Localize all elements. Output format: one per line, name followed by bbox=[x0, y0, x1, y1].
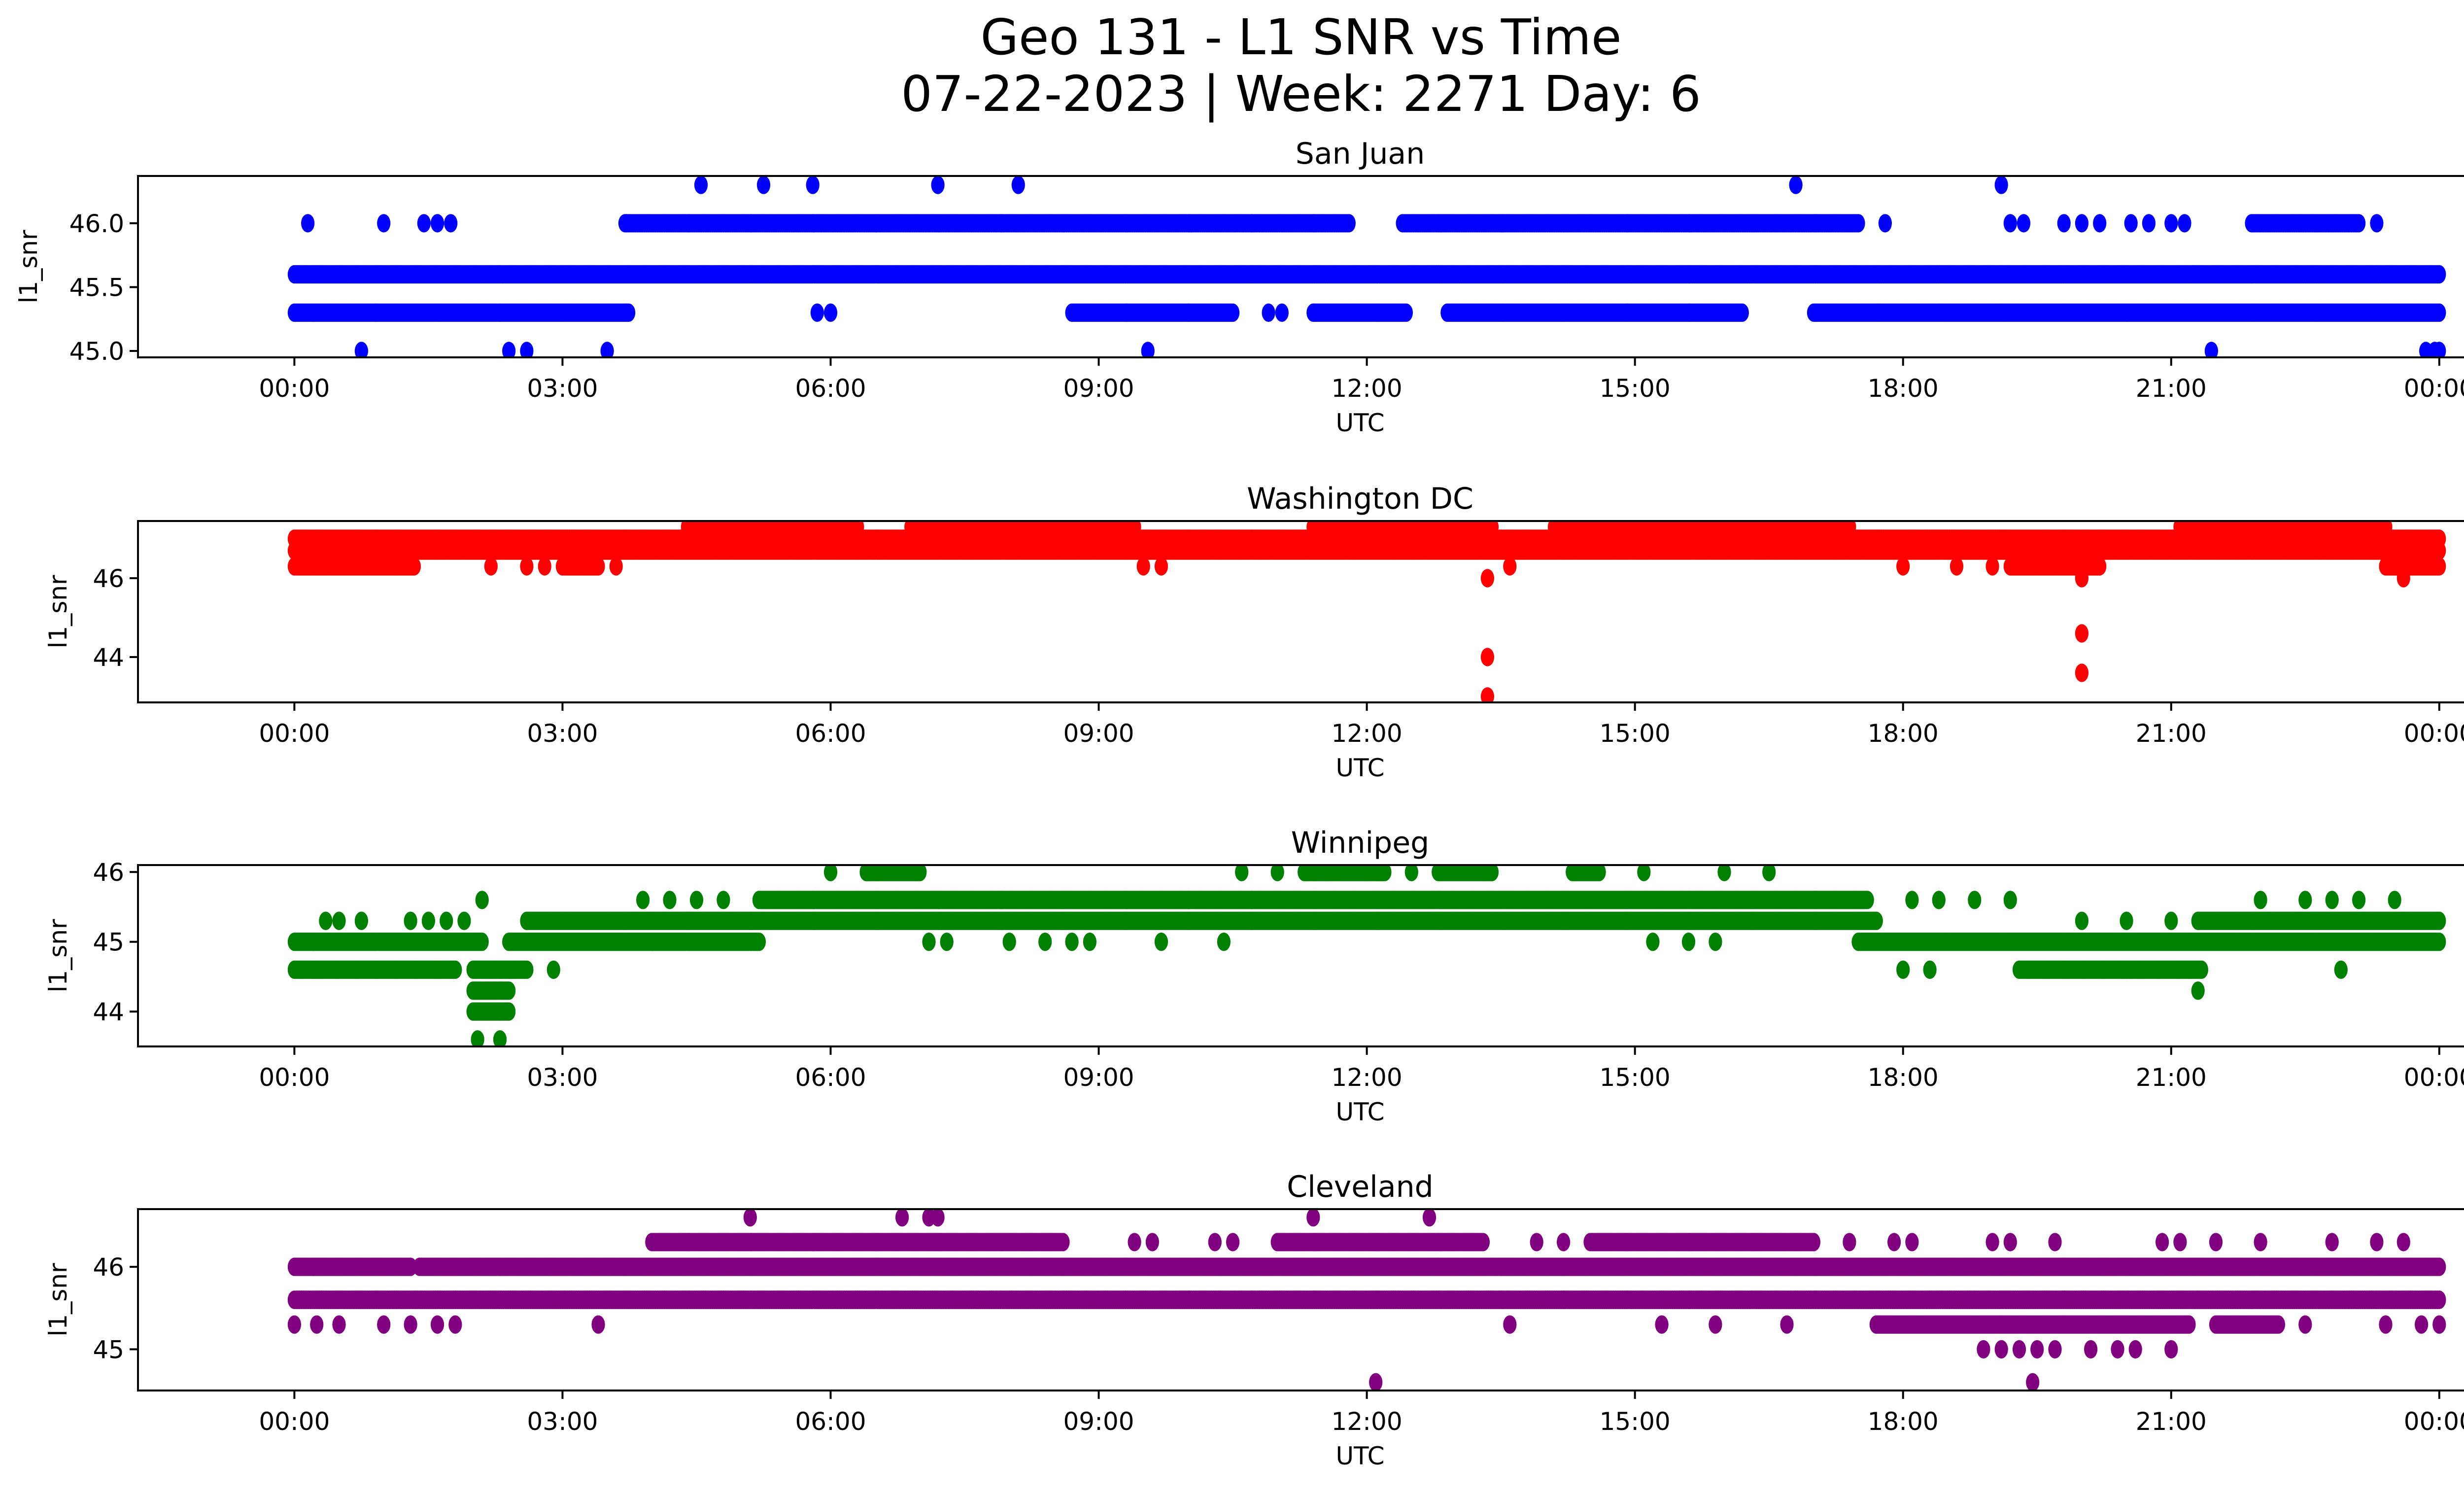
y-axis-label: l1_snr bbox=[14, 230, 43, 303]
data-point bbox=[1262, 303, 1275, 322]
data-point bbox=[2142, 214, 2156, 233]
x-tick-label: 03:00 bbox=[527, 374, 598, 403]
data-point bbox=[301, 214, 315, 233]
x-tick-label: 00:00 bbox=[259, 374, 330, 403]
panel-san-juan: San Juan 00:00 03:00 06:00 09:00 12:00 15:00 18… bbox=[14, 137, 2464, 437]
data-point bbox=[2352, 214, 2366, 233]
figure-title-line2: 07-22-2023 | Week: 2271 Day: 6 bbox=[901, 65, 1701, 123]
data-point bbox=[2017, 214, 2031, 233]
data-point bbox=[810, 303, 824, 322]
data-point bbox=[1851, 214, 1865, 233]
x-tick-label: 06:00 bbox=[795, 374, 866, 403]
data-point bbox=[1141, 342, 1155, 357]
data-point bbox=[2370, 214, 2384, 233]
data-point bbox=[354, 342, 368, 357]
data-point bbox=[2057, 214, 2071, 233]
data-point bbox=[756, 176, 771, 194]
data-point bbox=[1735, 303, 1749, 322]
data-point bbox=[502, 342, 516, 357]
data-point bbox=[931, 176, 945, 194]
data-point bbox=[1226, 303, 1240, 322]
x-tick-label: 00:00 bbox=[2404, 374, 2464, 403]
data-point bbox=[430, 214, 445, 233]
data-point bbox=[2204, 342, 2218, 357]
axes-frame bbox=[137, 175, 2464, 358]
data-point bbox=[2164, 214, 2178, 233]
data-point bbox=[694, 176, 708, 194]
data-point bbox=[520, 342, 534, 357]
y-tick-label: 45.0 bbox=[69, 337, 124, 366]
data-point bbox=[1878, 214, 1892, 233]
x-tick-label: 18:00 bbox=[1868, 374, 1939, 403]
panels: San Juan 00:00 03:00 06:00 09:00 12:00 15:00 18… bbox=[14, 137, 2464, 1470]
x-tick-label: 12:00 bbox=[1332, 374, 1403, 403]
figure-title-line1: Geo 131 - L1 SNR vs Time bbox=[981, 8, 1622, 66]
data-point bbox=[2075, 214, 2088, 233]
y-tick-label: 45.5 bbox=[69, 273, 124, 302]
data-point bbox=[2178, 214, 2191, 233]
x-axis-label: UTC bbox=[1335, 409, 1384, 437]
x-tick-label: 15:00 bbox=[1600, 374, 1671, 403]
data-point bbox=[1789, 176, 1803, 194]
data-point bbox=[2432, 303, 2446, 322]
data-point bbox=[2432, 342, 2446, 357]
panel-title: Washington DC bbox=[1247, 482, 1473, 516]
x-tick-label: 09:00 bbox=[1063, 374, 1134, 403]
data-point bbox=[2124, 214, 2138, 233]
data-point bbox=[1342, 214, 1356, 233]
data-point bbox=[823, 303, 838, 322]
data-point bbox=[1994, 176, 2008, 194]
data-point bbox=[2003, 214, 2017, 233]
data-point bbox=[1011, 176, 1025, 194]
markers bbox=[287, 521, 2446, 702]
x-tick-label: 21:00 bbox=[2136, 374, 2207, 403]
data-point bbox=[444, 214, 458, 233]
data-point bbox=[1275, 303, 1289, 322]
markers bbox=[287, 176, 2446, 357]
y-tick-label: 46.0 bbox=[69, 209, 124, 238]
data-point bbox=[806, 176, 820, 194]
data-point bbox=[417, 214, 431, 233]
data-point bbox=[377, 214, 391, 233]
data-point bbox=[622, 303, 636, 322]
data-point bbox=[2432, 265, 2446, 284]
data-point bbox=[1399, 303, 1413, 322]
data-point bbox=[600, 342, 614, 357]
panel-title: San Juan bbox=[1296, 137, 1425, 171]
data-point bbox=[2093, 214, 2107, 233]
